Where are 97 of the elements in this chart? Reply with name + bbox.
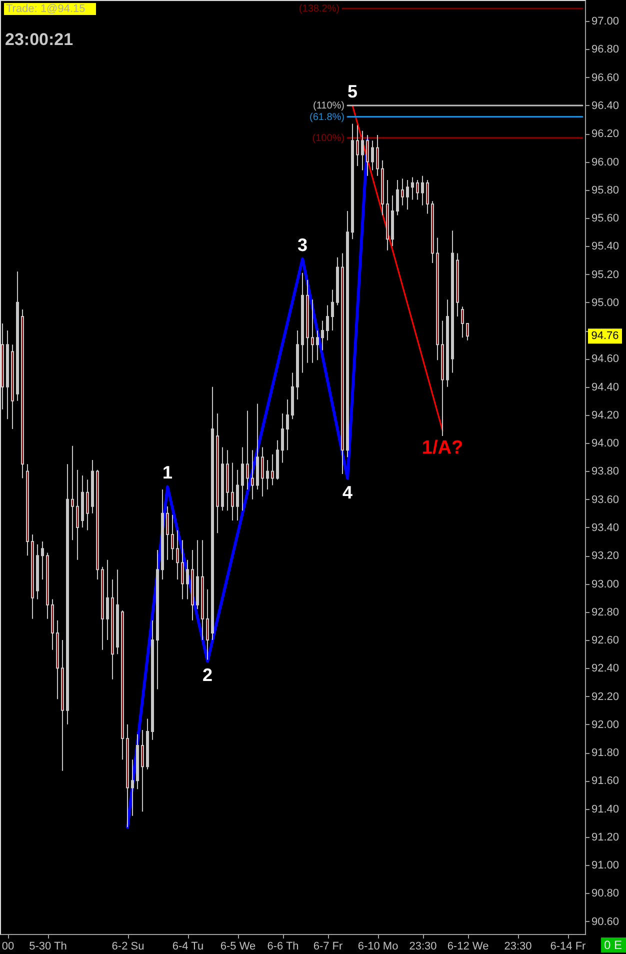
annotation: 4 xyxy=(342,482,353,502)
y-tick-label: 90.60 xyxy=(592,916,620,928)
candlestick xyxy=(171,514,174,560)
chart-title: Trade: 1@94.15 xyxy=(6,3,86,15)
candlestick xyxy=(76,469,79,560)
candlestick xyxy=(166,506,169,560)
y-tick-label: 93.60 xyxy=(592,494,620,506)
x-tick-label: 6-6 Th xyxy=(267,940,299,952)
y-tick-label: 96.40 xyxy=(592,100,620,112)
candlestick xyxy=(246,410,249,490)
candlestick xyxy=(236,469,239,521)
annotation: 2 xyxy=(202,665,213,686)
y-tick-label: 93.00 xyxy=(592,578,620,590)
candlestick xyxy=(416,180,419,200)
x-tick-label: 6-2 Su xyxy=(112,940,144,952)
candlestick xyxy=(466,323,469,341)
candlestick xyxy=(181,540,184,600)
candlestick xyxy=(86,479,89,531)
series-label: (110%) xyxy=(313,100,344,112)
y-tick-label: 94.60 xyxy=(592,353,620,366)
x-tick-label: 23:30 xyxy=(409,940,437,952)
text: 94.76 xyxy=(591,330,619,342)
candlestick xyxy=(261,446,264,498)
candlestick xyxy=(286,398,289,451)
annotation: 3 xyxy=(297,234,308,255)
candlestick xyxy=(141,730,144,812)
x-tick-label: 6-4 Tu xyxy=(172,940,204,952)
annotation: 1 xyxy=(162,462,173,483)
y-tick-label: 96.80 xyxy=(592,44,620,56)
annotation: 5 xyxy=(347,81,358,102)
y-tick-label: 91.60 xyxy=(592,775,620,788)
y-tick-label: 96.60 xyxy=(592,72,620,84)
candlestick xyxy=(281,413,284,464)
y-tick-label: 96.00 xyxy=(592,156,620,168)
candlestick xyxy=(426,180,429,214)
y-tick-label: 91.00 xyxy=(592,860,620,872)
y-tick-label: 92.20 xyxy=(592,690,620,703)
x-tick-label: 6-7 Fr xyxy=(313,940,343,952)
text: 0 E xyxy=(604,938,622,952)
candlestick xyxy=(371,140,374,171)
y-tick-label: 93.40 xyxy=(592,522,620,534)
candlestick xyxy=(401,178,404,206)
y-tick-label: 92.40 xyxy=(592,662,620,675)
y-tick-label: 95.60 xyxy=(592,212,620,225)
candlestick xyxy=(406,180,409,210)
candlestick xyxy=(396,180,399,216)
x-tick-label: 23:30 xyxy=(504,940,532,952)
y-tick-label: 95.80 xyxy=(592,184,620,196)
y-tick-label: 92.00 xyxy=(592,718,620,731)
candlestick xyxy=(206,588,209,660)
y-tick-label: 97.00 xyxy=(592,16,620,28)
y-tick-label: 94.20 xyxy=(592,409,620,422)
candlestick xyxy=(411,176,414,200)
x-tick-label: 6-14 Fr xyxy=(550,940,586,952)
series-label: (100%) xyxy=(312,132,344,144)
candlestick xyxy=(241,446,244,512)
candlestick xyxy=(176,530,179,580)
candlestick xyxy=(251,450,254,500)
y-tick-label: 95.20 xyxy=(592,268,620,281)
candlestick xyxy=(41,541,44,580)
y-tick-label: 94.40 xyxy=(592,381,620,394)
y-tick-label: 94.00 xyxy=(592,438,620,450)
y-tick-label: 95.00 xyxy=(592,296,620,309)
x-tick-label: 00 xyxy=(2,940,14,952)
candlestick xyxy=(361,130,364,171)
series-label: 1/A? xyxy=(422,437,464,458)
y-tick-label: 95.40 xyxy=(592,240,620,253)
x-tick-label: 6-12 We xyxy=(447,940,489,952)
series-label: (138.2%) xyxy=(298,3,340,14)
x-tick-label: 6-5 We xyxy=(220,940,256,952)
y-tick-label: 91.40 xyxy=(592,803,620,816)
candlestick xyxy=(461,306,464,338)
candlestick xyxy=(71,445,74,541)
candlestick xyxy=(186,559,189,600)
y-tick-label: 92.80 xyxy=(592,606,620,618)
candlestick xyxy=(106,559,109,641)
y-tick-label: 91.20 xyxy=(592,831,620,844)
y-tick-label: 96.20 xyxy=(592,128,620,140)
candlestick xyxy=(231,462,234,521)
x-tick-label: 6-10 Mo xyxy=(358,940,398,952)
x-tick-label: 5-30 Th xyxy=(29,940,67,952)
y-tick-label: 92.60 xyxy=(592,634,620,647)
y-tick-label: 93.80 xyxy=(592,466,620,478)
y-tick-label: 90.80 xyxy=(592,888,620,900)
candlestick xyxy=(266,459,269,490)
candlestick xyxy=(326,304,329,341)
candlestick xyxy=(331,289,334,332)
candlestick xyxy=(316,330,319,361)
candlestick xyxy=(271,454,274,486)
y-tick-label: 91.80 xyxy=(592,747,620,760)
candlestick xyxy=(131,759,134,816)
series-label: (61.8%) xyxy=(309,112,344,123)
y-tick-label: 93.20 xyxy=(592,550,620,562)
text: 23:00:21 xyxy=(5,30,74,49)
candlestick xyxy=(311,299,314,364)
candlestick xyxy=(421,175,424,206)
candlestick xyxy=(321,320,324,351)
